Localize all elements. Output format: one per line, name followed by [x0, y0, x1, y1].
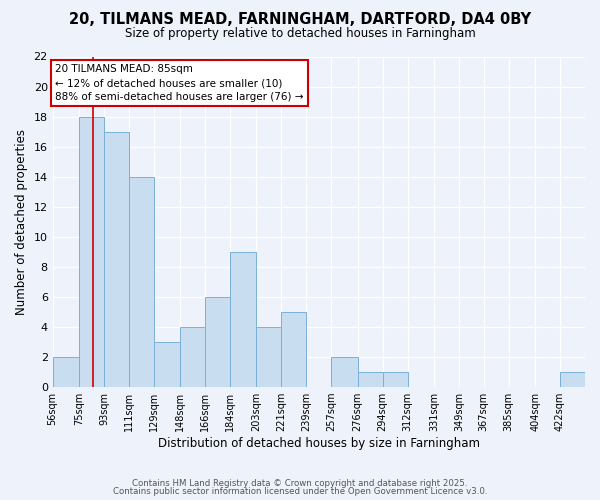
Text: 20, TILMANS MEAD, FARNINGHAM, DARTFORD, DA4 0BY: 20, TILMANS MEAD, FARNINGHAM, DARTFORD, …	[69, 12, 531, 28]
Bar	[154, 342, 180, 387]
Text: 20 TILMANS MEAD: 85sqm
← 12% of detached houses are smaller (10)
88% of semi-det: 20 TILMANS MEAD: 85sqm ← 12% of detached…	[55, 64, 304, 102]
Bar	[230, 252, 256, 387]
Bar	[383, 372, 407, 387]
Bar	[256, 327, 281, 387]
Bar	[358, 372, 383, 387]
Bar	[53, 357, 79, 387]
Bar	[560, 372, 585, 387]
Bar	[281, 312, 307, 387]
Bar	[331, 357, 358, 387]
Text: Contains HM Land Registry data © Crown copyright and database right 2025.: Contains HM Land Registry data © Crown c…	[132, 478, 468, 488]
Text: Contains public sector information licensed under the Open Government Licence v3: Contains public sector information licen…	[113, 487, 487, 496]
Bar	[129, 176, 154, 387]
Bar	[79, 116, 104, 387]
Text: Size of property relative to detached houses in Farningham: Size of property relative to detached ho…	[125, 28, 475, 40]
X-axis label: Distribution of detached houses by size in Farningham: Distribution of detached houses by size …	[158, 437, 480, 450]
Bar	[104, 132, 129, 387]
Bar	[180, 327, 205, 387]
Bar	[205, 297, 230, 387]
Y-axis label: Number of detached properties: Number of detached properties	[15, 129, 28, 315]
